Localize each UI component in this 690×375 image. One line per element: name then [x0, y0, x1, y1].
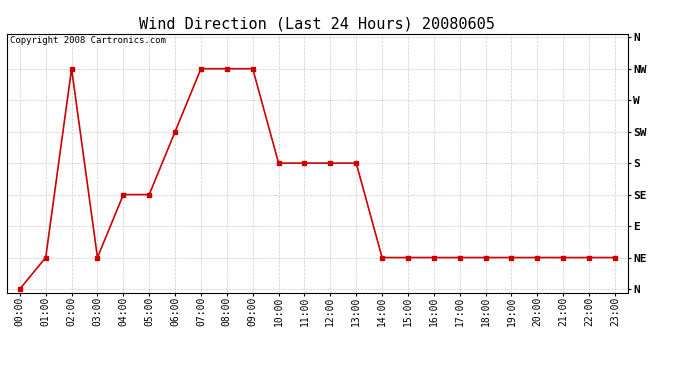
Text: Copyright 2008 Cartronics.com: Copyright 2008 Cartronics.com: [10, 36, 166, 45]
Title: Wind Direction (Last 24 Hours) 20080605: Wind Direction (Last 24 Hours) 20080605: [139, 16, 495, 31]
